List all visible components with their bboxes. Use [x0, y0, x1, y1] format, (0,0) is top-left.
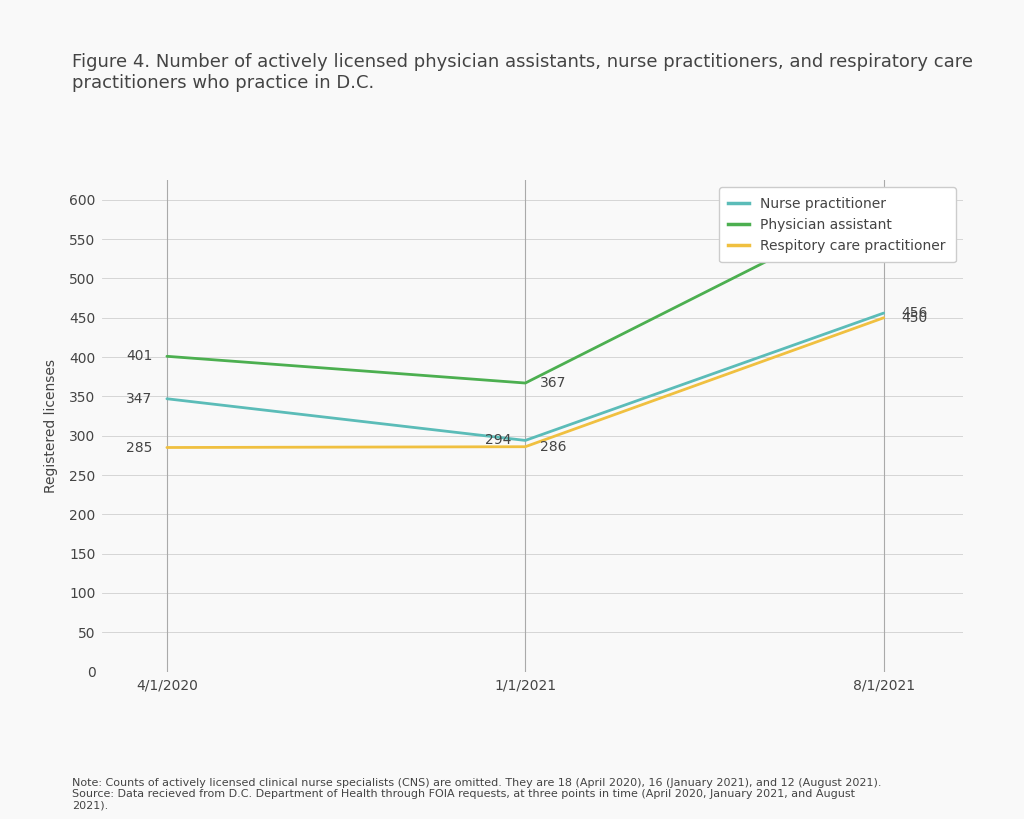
- Text: 450: 450: [901, 310, 928, 325]
- Text: Note: Counts of actively licensed clinical nurse specialists (CNS) are omitted. : Note: Counts of actively licensed clinic…: [72, 777, 882, 811]
- Text: 286: 286: [540, 440, 566, 454]
- Text: 367: 367: [540, 376, 566, 390]
- Text: 456: 456: [901, 306, 928, 320]
- Text: 401: 401: [126, 349, 153, 364]
- Y-axis label: Registered licenses: Registered licenses: [44, 359, 58, 493]
- Text: 347: 347: [126, 391, 153, 405]
- Text: 294: 294: [484, 433, 511, 447]
- Text: 285: 285: [126, 441, 153, 455]
- Text: Figure 4. Number of actively licensed physician assistants, nurse practitioners,: Figure 4. Number of actively licensed ph…: [72, 53, 973, 92]
- Legend: Nurse practitioner, Physician assistant, Respitory care practitioner: Nurse practitioner, Physician assistant,…: [719, 187, 955, 262]
- Text: 597: 597: [901, 195, 928, 209]
